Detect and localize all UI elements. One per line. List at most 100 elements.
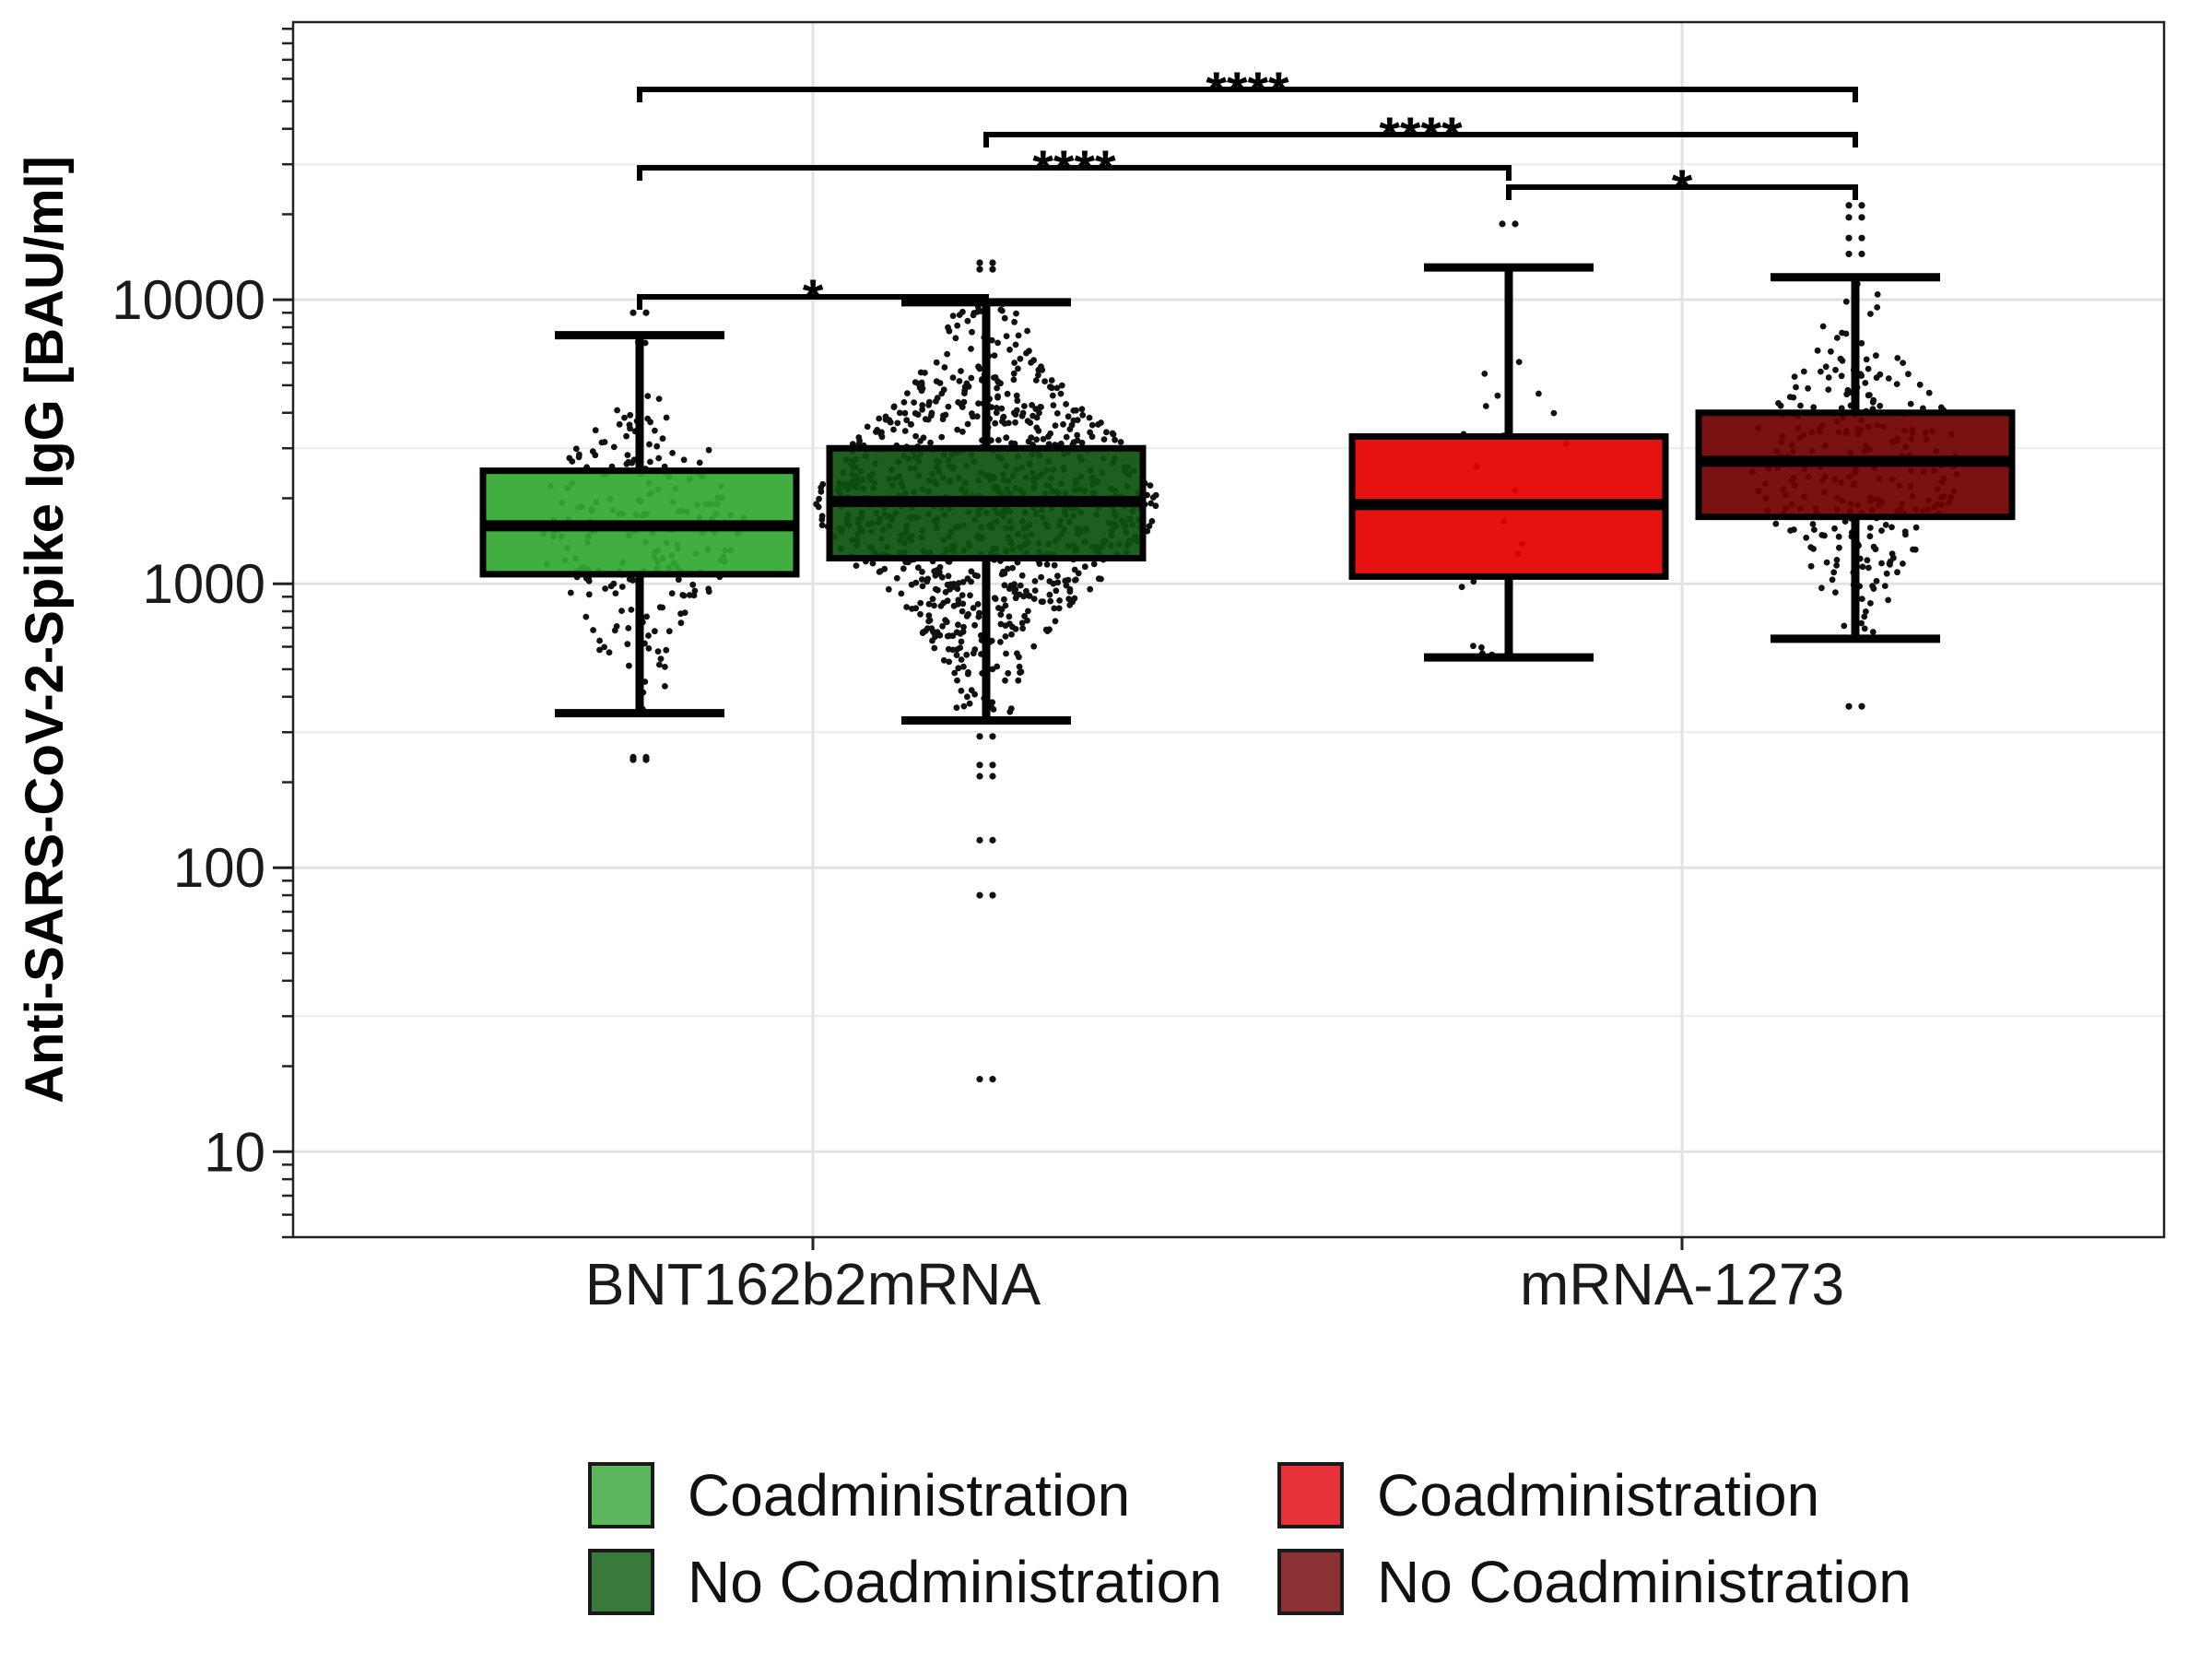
data-point bbox=[1075, 570, 1082, 577]
data-point bbox=[1786, 394, 1794, 400]
data-point bbox=[1010, 409, 1018, 417]
data-point bbox=[1003, 434, 1010, 442]
data-point bbox=[998, 307, 1006, 314]
data-point bbox=[1470, 643, 1477, 650]
outlier-point bbox=[1858, 202, 1865, 209]
outlier-point bbox=[976, 733, 983, 740]
data-point bbox=[1035, 366, 1042, 373]
data-point bbox=[675, 576, 682, 584]
data-point bbox=[589, 448, 596, 454]
data-point bbox=[1842, 298, 1850, 305]
data-point bbox=[596, 637, 603, 644]
data-point bbox=[960, 663, 967, 670]
data-point bbox=[813, 501, 820, 508]
data-point bbox=[940, 386, 947, 394]
legend-item: No Coadministration bbox=[1277, 1549, 1912, 1615]
data-point bbox=[878, 433, 886, 441]
data-point bbox=[924, 578, 931, 585]
data-point bbox=[1012, 626, 1019, 632]
data-point bbox=[908, 581, 915, 588]
data-point bbox=[1013, 310, 1019, 317]
data-point bbox=[1024, 327, 1030, 335]
data-point bbox=[572, 445, 580, 453]
data-point bbox=[964, 420, 971, 428]
data-point bbox=[974, 601, 982, 608]
data-point bbox=[989, 666, 996, 673]
data-point bbox=[1550, 409, 1558, 417]
data-point bbox=[1829, 576, 1836, 584]
bracket-line bbox=[983, 132, 1858, 148]
data-point bbox=[1861, 625, 1868, 632]
data-point bbox=[1070, 417, 1077, 424]
data-point bbox=[928, 625, 935, 631]
data-point bbox=[657, 655, 665, 662]
data-point bbox=[1482, 403, 1489, 409]
data-point bbox=[1905, 371, 1912, 378]
data-point bbox=[1842, 330, 1850, 337]
data-point bbox=[1787, 527, 1794, 534]
data-point bbox=[662, 664, 668, 670]
data-point bbox=[914, 564, 922, 572]
data-point bbox=[908, 421, 914, 428]
data-point bbox=[1833, 561, 1840, 569]
data-point bbox=[882, 416, 889, 423]
data-point bbox=[945, 324, 951, 331]
data-point bbox=[662, 683, 668, 690]
data-point bbox=[950, 602, 958, 609]
legend-item: Coadministration bbox=[1277, 1462, 1819, 1528]
data-point bbox=[611, 627, 618, 634]
data-point bbox=[652, 628, 658, 635]
data-point bbox=[963, 380, 971, 387]
data-point bbox=[1818, 368, 1824, 375]
data-point bbox=[994, 384, 1000, 392]
data-point bbox=[1878, 527, 1885, 534]
legend-item: No Coadministration bbox=[588, 1549, 1222, 1615]
data-point bbox=[1010, 376, 1018, 384]
outlier-point bbox=[989, 891, 996, 899]
data-point bbox=[1056, 597, 1063, 604]
data-point bbox=[1830, 569, 1838, 576]
data-point bbox=[954, 426, 961, 433]
data-point bbox=[1865, 365, 1872, 372]
data-point bbox=[1032, 377, 1040, 384]
data-point bbox=[1012, 341, 1019, 348]
data-point bbox=[677, 620, 685, 627]
legend: Coadministration No Coadministration Coadm… bbox=[588, 1462, 1912, 1615]
x-tick-label: mRNA-1273 bbox=[1520, 1251, 1844, 1317]
data-point bbox=[929, 637, 935, 644]
data-point bbox=[919, 402, 926, 408]
data-point bbox=[1015, 677, 1022, 684]
data-point bbox=[994, 393, 1001, 400]
data-point bbox=[1828, 348, 1834, 355]
data-point bbox=[1893, 381, 1900, 387]
data-point bbox=[1081, 563, 1088, 571]
data-point bbox=[1901, 528, 1909, 536]
data-point bbox=[1035, 372, 1041, 379]
data-point bbox=[903, 604, 910, 610]
data-point bbox=[975, 613, 982, 620]
legend-label: Coadministration bbox=[688, 1462, 1130, 1528]
data-point bbox=[1478, 643, 1485, 651]
data-point bbox=[959, 579, 967, 585]
data-point bbox=[585, 591, 593, 598]
data-point bbox=[1003, 650, 1009, 657]
data-point bbox=[1002, 602, 1009, 609]
data-point bbox=[1772, 520, 1780, 527]
data-point bbox=[890, 403, 898, 410]
data-point bbox=[585, 578, 593, 584]
data-point bbox=[997, 620, 1005, 628]
data-point bbox=[1048, 384, 1055, 392]
data-point bbox=[818, 484, 825, 491]
data-point bbox=[873, 429, 879, 435]
data-point bbox=[914, 411, 922, 419]
data-point bbox=[959, 428, 966, 435]
data-point bbox=[1100, 436, 1108, 443]
data-point bbox=[655, 395, 663, 402]
data-point bbox=[1037, 404, 1044, 410]
data-point bbox=[995, 605, 1002, 611]
data-point bbox=[922, 370, 928, 376]
data-point bbox=[966, 700, 973, 707]
data-point bbox=[1147, 482, 1154, 489]
data-point bbox=[1152, 502, 1159, 510]
box-2 bbox=[826, 298, 1147, 726]
